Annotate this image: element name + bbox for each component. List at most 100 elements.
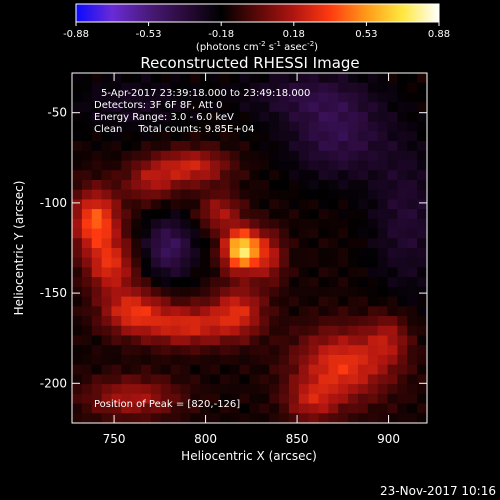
heatmap-cell <box>259 238 270 249</box>
heatmap-cell <box>298 218 310 230</box>
heatmap-cell <box>72 345 83 356</box>
heatmap-cell <box>101 73 113 84</box>
heatmap-cell <box>348 141 359 152</box>
heatmap-cell <box>150 73 162 84</box>
colorbar-tick-label: 0.53 <box>355 29 377 40</box>
heatmap-cell <box>180 296 191 307</box>
heatmap-cell <box>308 364 320 375</box>
heatmap-cell <box>328 393 339 405</box>
heatmap-cell <box>121 267 132 278</box>
heatmap-cell <box>417 82 428 94</box>
annotation-energy-range: Energy Range: 3.0 - 6.0 keV <box>94 112 234 123</box>
heatmap-cell <box>229 393 241 405</box>
heatmap-cell <box>318 374 329 385</box>
heatmap-cell <box>121 345 132 356</box>
heatmap-cell <box>121 325 132 337</box>
heatmap-cell <box>111 364 122 375</box>
heatmap-cell <box>180 325 191 337</box>
heatmap-cell <box>338 384 349 395</box>
heatmap-cell <box>348 199 359 210</box>
y-tick-label: -200 <box>40 376 67 390</box>
heatmap-cell <box>91 102 103 113</box>
heatmap-cell <box>81 102 93 113</box>
heatmap-cell <box>101 189 113 200</box>
heatmap-cell <box>180 131 191 142</box>
heatmap-cell <box>417 374 428 385</box>
heatmap-cell <box>150 121 162 132</box>
heatmap-cell <box>397 296 408 307</box>
heatmap-cell <box>387 267 399 278</box>
heatmap-cell <box>229 102 241 113</box>
heatmap-cell <box>338 393 349 405</box>
heatmap-cell <box>288 73 300 84</box>
heatmap-cell <box>160 141 172 152</box>
heatmap-cell <box>200 199 211 210</box>
heatmap-cell <box>348 170 359 181</box>
heatmap-cell <box>91 150 103 162</box>
heatmap-cell <box>190 73 201 84</box>
heatmap-cell <box>81 325 93 337</box>
heatmap-cell <box>259 296 270 307</box>
heatmap-cell <box>141 403 152 414</box>
heatmap-cell <box>121 92 132 103</box>
heatmap-cell <box>318 384 329 395</box>
heatmap-cell <box>348 306 359 317</box>
heatmap-cell <box>259 121 270 132</box>
heatmap-cell <box>150 316 162 327</box>
heatmap-cell <box>357 209 369 220</box>
heatmap-cell <box>279 82 290 94</box>
heatmap-cell <box>407 150 418 162</box>
heatmap-cell <box>190 393 201 405</box>
heatmap-cell <box>190 209 201 220</box>
heatmap-cell <box>141 277 152 288</box>
heatmap-cell <box>397 403 408 414</box>
heatmap-cell <box>180 141 191 152</box>
heatmap-cell <box>239 228 251 239</box>
heatmap-cell <box>180 277 191 288</box>
heatmap-cell <box>190 374 201 385</box>
heatmap-cell <box>279 179 290 191</box>
heatmap-cell <box>328 325 339 337</box>
heatmap-cell <box>348 345 359 356</box>
heatmap-cell <box>72 141 83 152</box>
heatmap-cell <box>288 179 300 191</box>
heatmap-cell <box>150 277 162 288</box>
heatmap-cell <box>141 413 152 424</box>
heatmap-cell <box>141 179 152 191</box>
heatmap-cell <box>367 306 379 317</box>
heatmap-cell <box>308 121 320 132</box>
heatmap-cell <box>219 199 231 210</box>
heatmap-cell <box>249 306 260 317</box>
heatmap-cell <box>111 306 122 317</box>
heatmap-cell <box>81 111 93 123</box>
heatmap-cell <box>81 73 93 84</box>
heatmap-cell <box>121 218 132 230</box>
heatmap-cell <box>219 179 231 191</box>
heatmap-cell <box>387 141 399 152</box>
heatmap-cell <box>150 218 162 230</box>
heatmap-cell <box>219 248 231 259</box>
heatmap-cell <box>141 345 152 356</box>
heatmap-cell <box>229 335 241 346</box>
heatmap-cell <box>348 238 359 249</box>
heatmap-cell <box>229 238 241 249</box>
heatmap-cell <box>219 267 231 278</box>
heatmap-cell <box>131 199 142 210</box>
heatmap-cell <box>101 384 113 395</box>
heatmap-cell <box>170 306 182 317</box>
heatmap-cell <box>367 413 379 424</box>
heatmap-cell <box>308 199 320 210</box>
heatmap-cell <box>308 316 320 327</box>
heatmap-cell <box>81 335 93 346</box>
heatmap-cell <box>288 267 300 278</box>
heatmap-cell <box>131 413 142 424</box>
heatmap-cell <box>269 393 280 405</box>
heatmap-cell <box>219 238 231 249</box>
heatmap-cell <box>160 238 172 249</box>
heatmap-cell <box>111 403 122 414</box>
heatmap-cell <box>160 150 172 162</box>
heatmap-cell <box>210 267 221 278</box>
heatmap-cell <box>229 325 241 337</box>
heatmap-cell <box>190 384 201 395</box>
heatmap-cell <box>150 257 162 269</box>
